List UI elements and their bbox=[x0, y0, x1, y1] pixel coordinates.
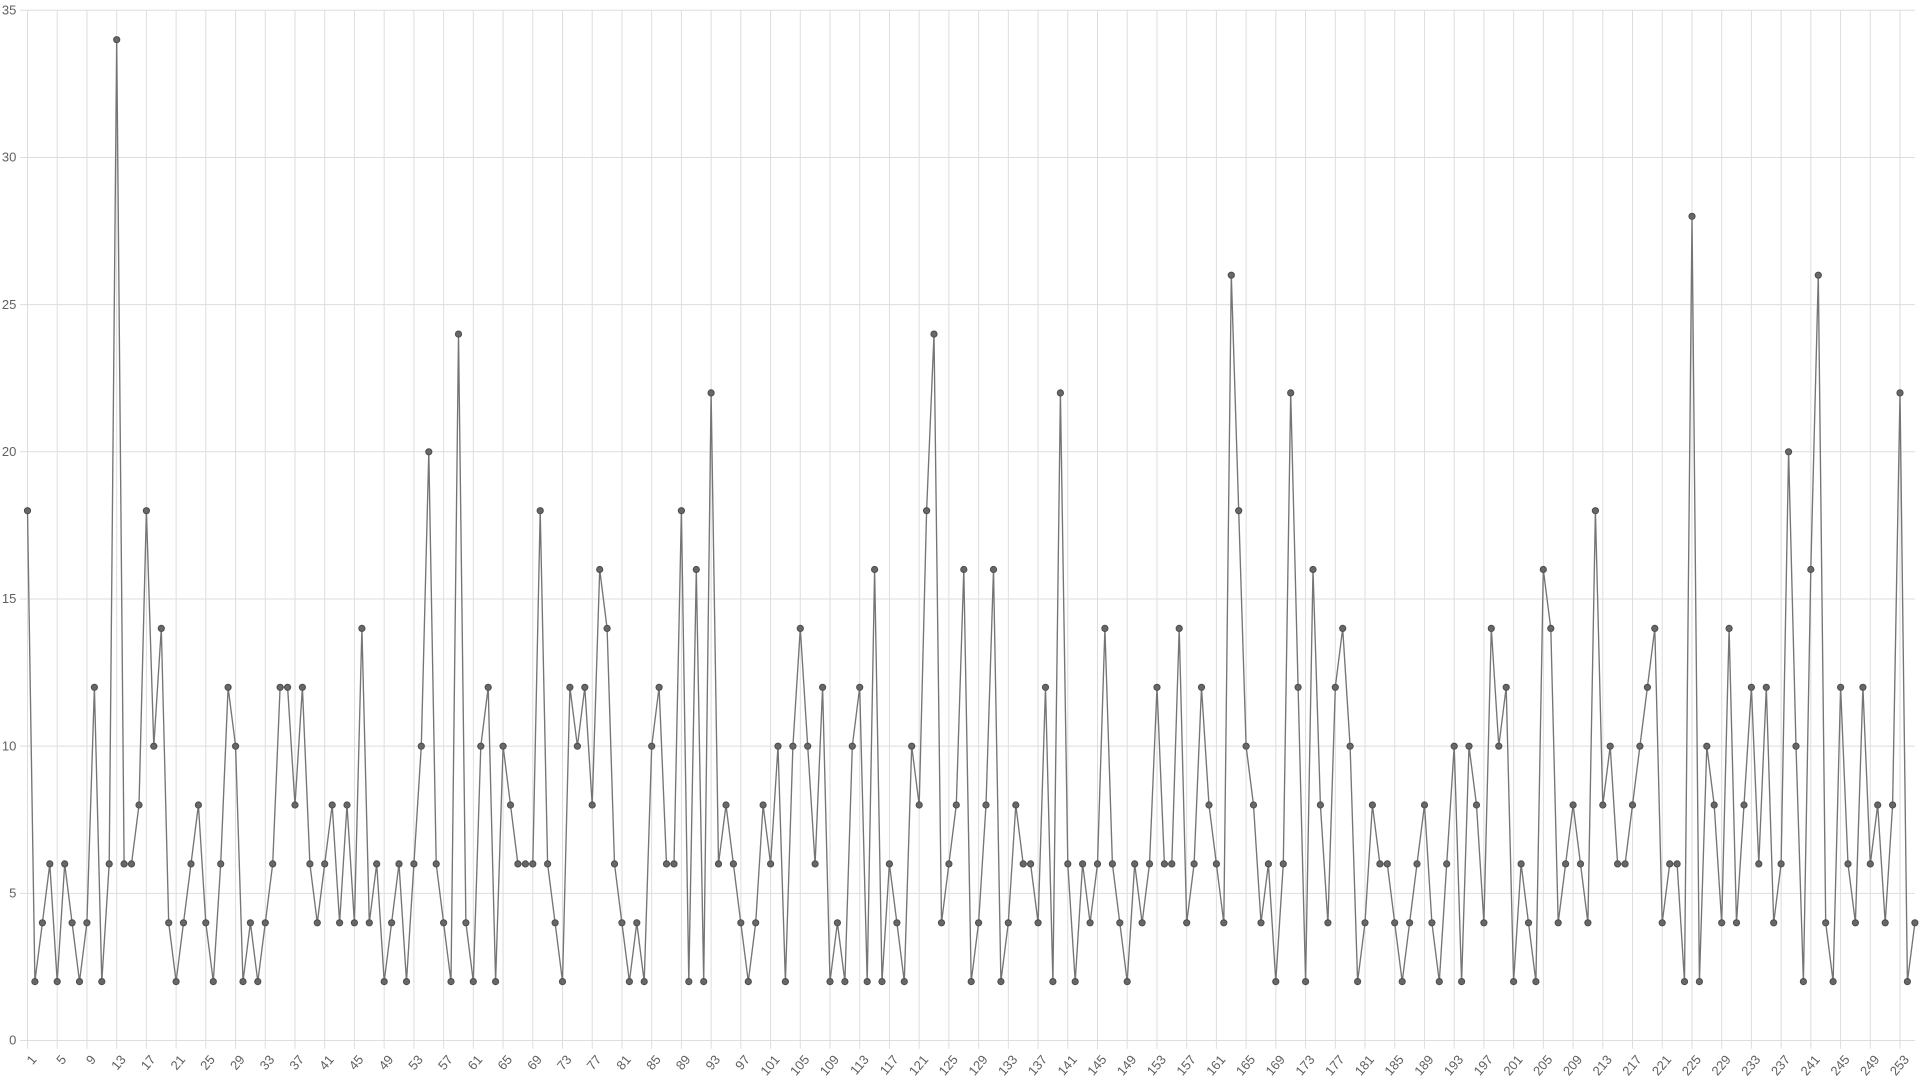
svg-text:41: 41 bbox=[316, 1052, 337, 1073]
svg-text:81: 81 bbox=[613, 1052, 634, 1073]
svg-text:57: 57 bbox=[435, 1052, 456, 1073]
svg-text:245: 245 bbox=[1827, 1052, 1852, 1078]
svg-text:125: 125 bbox=[936, 1052, 961, 1078]
svg-text:165: 165 bbox=[1233, 1052, 1258, 1078]
svg-text:213: 213 bbox=[1589, 1052, 1614, 1078]
svg-text:153: 153 bbox=[1144, 1052, 1169, 1078]
svg-text:61: 61 bbox=[465, 1052, 486, 1073]
svg-text:45: 45 bbox=[346, 1052, 367, 1073]
svg-text:73: 73 bbox=[554, 1052, 575, 1073]
svg-text:169: 169 bbox=[1262, 1052, 1287, 1078]
svg-text:113: 113 bbox=[847, 1052, 872, 1078]
svg-text:117: 117 bbox=[877, 1052, 902, 1078]
svg-text:133: 133 bbox=[995, 1052, 1020, 1078]
svg-text:185: 185 bbox=[1381, 1052, 1406, 1078]
svg-text:253: 253 bbox=[1887, 1052, 1912, 1078]
svg-text:221: 221 bbox=[1649, 1052, 1674, 1078]
svg-text:145: 145 bbox=[1084, 1052, 1109, 1078]
svg-text:173: 173 bbox=[1292, 1052, 1317, 1078]
svg-text:65: 65 bbox=[494, 1052, 515, 1073]
svg-text:181: 181 bbox=[1352, 1052, 1377, 1078]
svg-text:53: 53 bbox=[405, 1052, 426, 1073]
svg-text:209: 209 bbox=[1560, 1052, 1585, 1078]
svg-text:89: 89 bbox=[673, 1052, 694, 1073]
svg-text:233: 233 bbox=[1738, 1052, 1763, 1078]
svg-text:25: 25 bbox=[2, 297, 16, 312]
svg-text:137: 137 bbox=[1025, 1052, 1050, 1078]
svg-text:189: 189 bbox=[1411, 1052, 1436, 1078]
svg-text:0: 0 bbox=[9, 1033, 16, 1048]
svg-text:30: 30 bbox=[2, 150, 16, 165]
svg-text:5: 5 bbox=[9, 886, 16, 901]
svg-text:193: 193 bbox=[1441, 1052, 1466, 1078]
svg-text:97: 97 bbox=[732, 1052, 753, 1073]
svg-text:9: 9 bbox=[83, 1052, 99, 1067]
svg-text:85: 85 bbox=[643, 1052, 664, 1073]
svg-text:10: 10 bbox=[2, 738, 16, 753]
svg-text:177: 177 bbox=[1322, 1052, 1347, 1078]
svg-text:109: 109 bbox=[817, 1052, 842, 1078]
svg-text:217: 217 bbox=[1619, 1052, 1644, 1078]
svg-text:49: 49 bbox=[376, 1052, 397, 1073]
svg-text:121: 121 bbox=[906, 1052, 931, 1078]
svg-text:1: 1 bbox=[23, 1052, 39, 1067]
svg-text:35: 35 bbox=[2, 3, 16, 18]
svg-text:161: 161 bbox=[1203, 1052, 1228, 1078]
svg-text:15: 15 bbox=[2, 591, 16, 606]
svg-text:37: 37 bbox=[286, 1052, 307, 1073]
svg-text:157: 157 bbox=[1173, 1052, 1198, 1078]
svg-text:25: 25 bbox=[197, 1052, 218, 1073]
svg-text:77: 77 bbox=[584, 1052, 605, 1073]
svg-text:21: 21 bbox=[167, 1052, 188, 1073]
svg-text:5: 5 bbox=[53, 1052, 69, 1067]
svg-text:69: 69 bbox=[524, 1052, 545, 1073]
svg-text:149: 149 bbox=[1114, 1052, 1139, 1078]
svg-text:197: 197 bbox=[1471, 1052, 1496, 1078]
svg-text:20: 20 bbox=[2, 444, 16, 459]
svg-text:249: 249 bbox=[1857, 1052, 1882, 1078]
svg-text:205: 205 bbox=[1530, 1052, 1555, 1078]
svg-text:141: 141 bbox=[1054, 1052, 1079, 1078]
svg-text:237: 237 bbox=[1768, 1052, 1793, 1078]
svg-text:105: 105 bbox=[787, 1052, 812, 1078]
svg-text:13: 13 bbox=[108, 1052, 129, 1073]
svg-text:229: 229 bbox=[1708, 1052, 1733, 1078]
svg-text:129: 129 bbox=[965, 1052, 990, 1078]
svg-text:241: 241 bbox=[1797, 1052, 1822, 1078]
svg-text:225: 225 bbox=[1679, 1052, 1704, 1078]
svg-text:17: 17 bbox=[138, 1052, 159, 1073]
svg-text:29: 29 bbox=[227, 1052, 248, 1073]
svg-text:201: 201 bbox=[1500, 1052, 1525, 1078]
svg-text:101: 101 bbox=[757, 1052, 782, 1078]
svg-text:93: 93 bbox=[702, 1052, 723, 1073]
svg-text:33: 33 bbox=[257, 1052, 278, 1073]
